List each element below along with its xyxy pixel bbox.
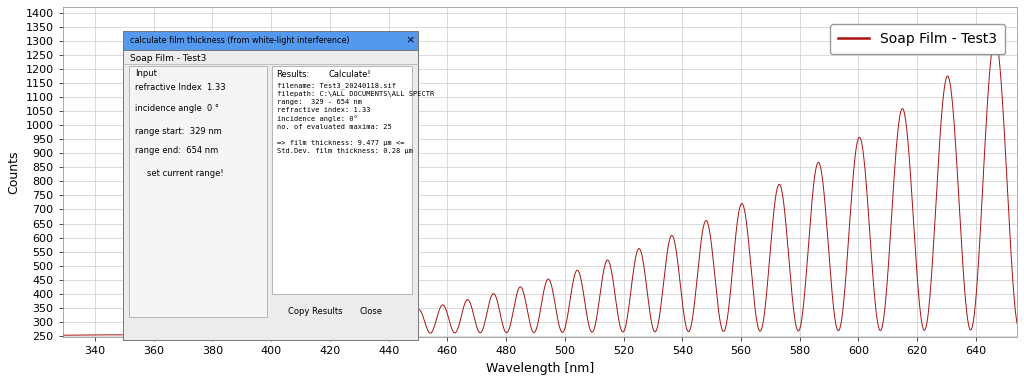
Text: incidence angle  0 °: incidence angle 0 ° [135,104,219,113]
Text: Calculate!: Calculate! [329,70,372,79]
Text: ×: × [406,36,415,45]
Text: set current range!: set current range! [147,169,224,178]
Text: Copy Results: Copy Results [288,307,342,316]
Y-axis label: Counts: Counts [7,151,19,194]
Text: Results:: Results: [276,70,310,79]
Text: filename: Test3_20240118.sif
filepath: C:\ALL DOCUMENTS\ALL SPECTR
range:  329 -: filename: Test3_20240118.sif filepath: C… [276,83,434,154]
Text: refractive Index  1.33: refractive Index 1.33 [135,83,226,92]
X-axis label: Wavelength [nm]: Wavelength [nm] [485,362,594,375]
Text: Soap Film - Test3: Soap Film - Test3 [130,53,207,63]
Text: calculate film thickness (from white-light interference): calculate film thickness (from white-lig… [130,36,349,45]
Text: Close: Close [359,307,383,316]
Legend: Soap Film - Test3: Soap Film - Test3 [830,24,1006,55]
Text: range end:  654 nm: range end: 654 nm [135,146,218,155]
Text: range start:  329 nm: range start: 329 nm [135,127,222,136]
Text: Input: Input [135,69,157,78]
